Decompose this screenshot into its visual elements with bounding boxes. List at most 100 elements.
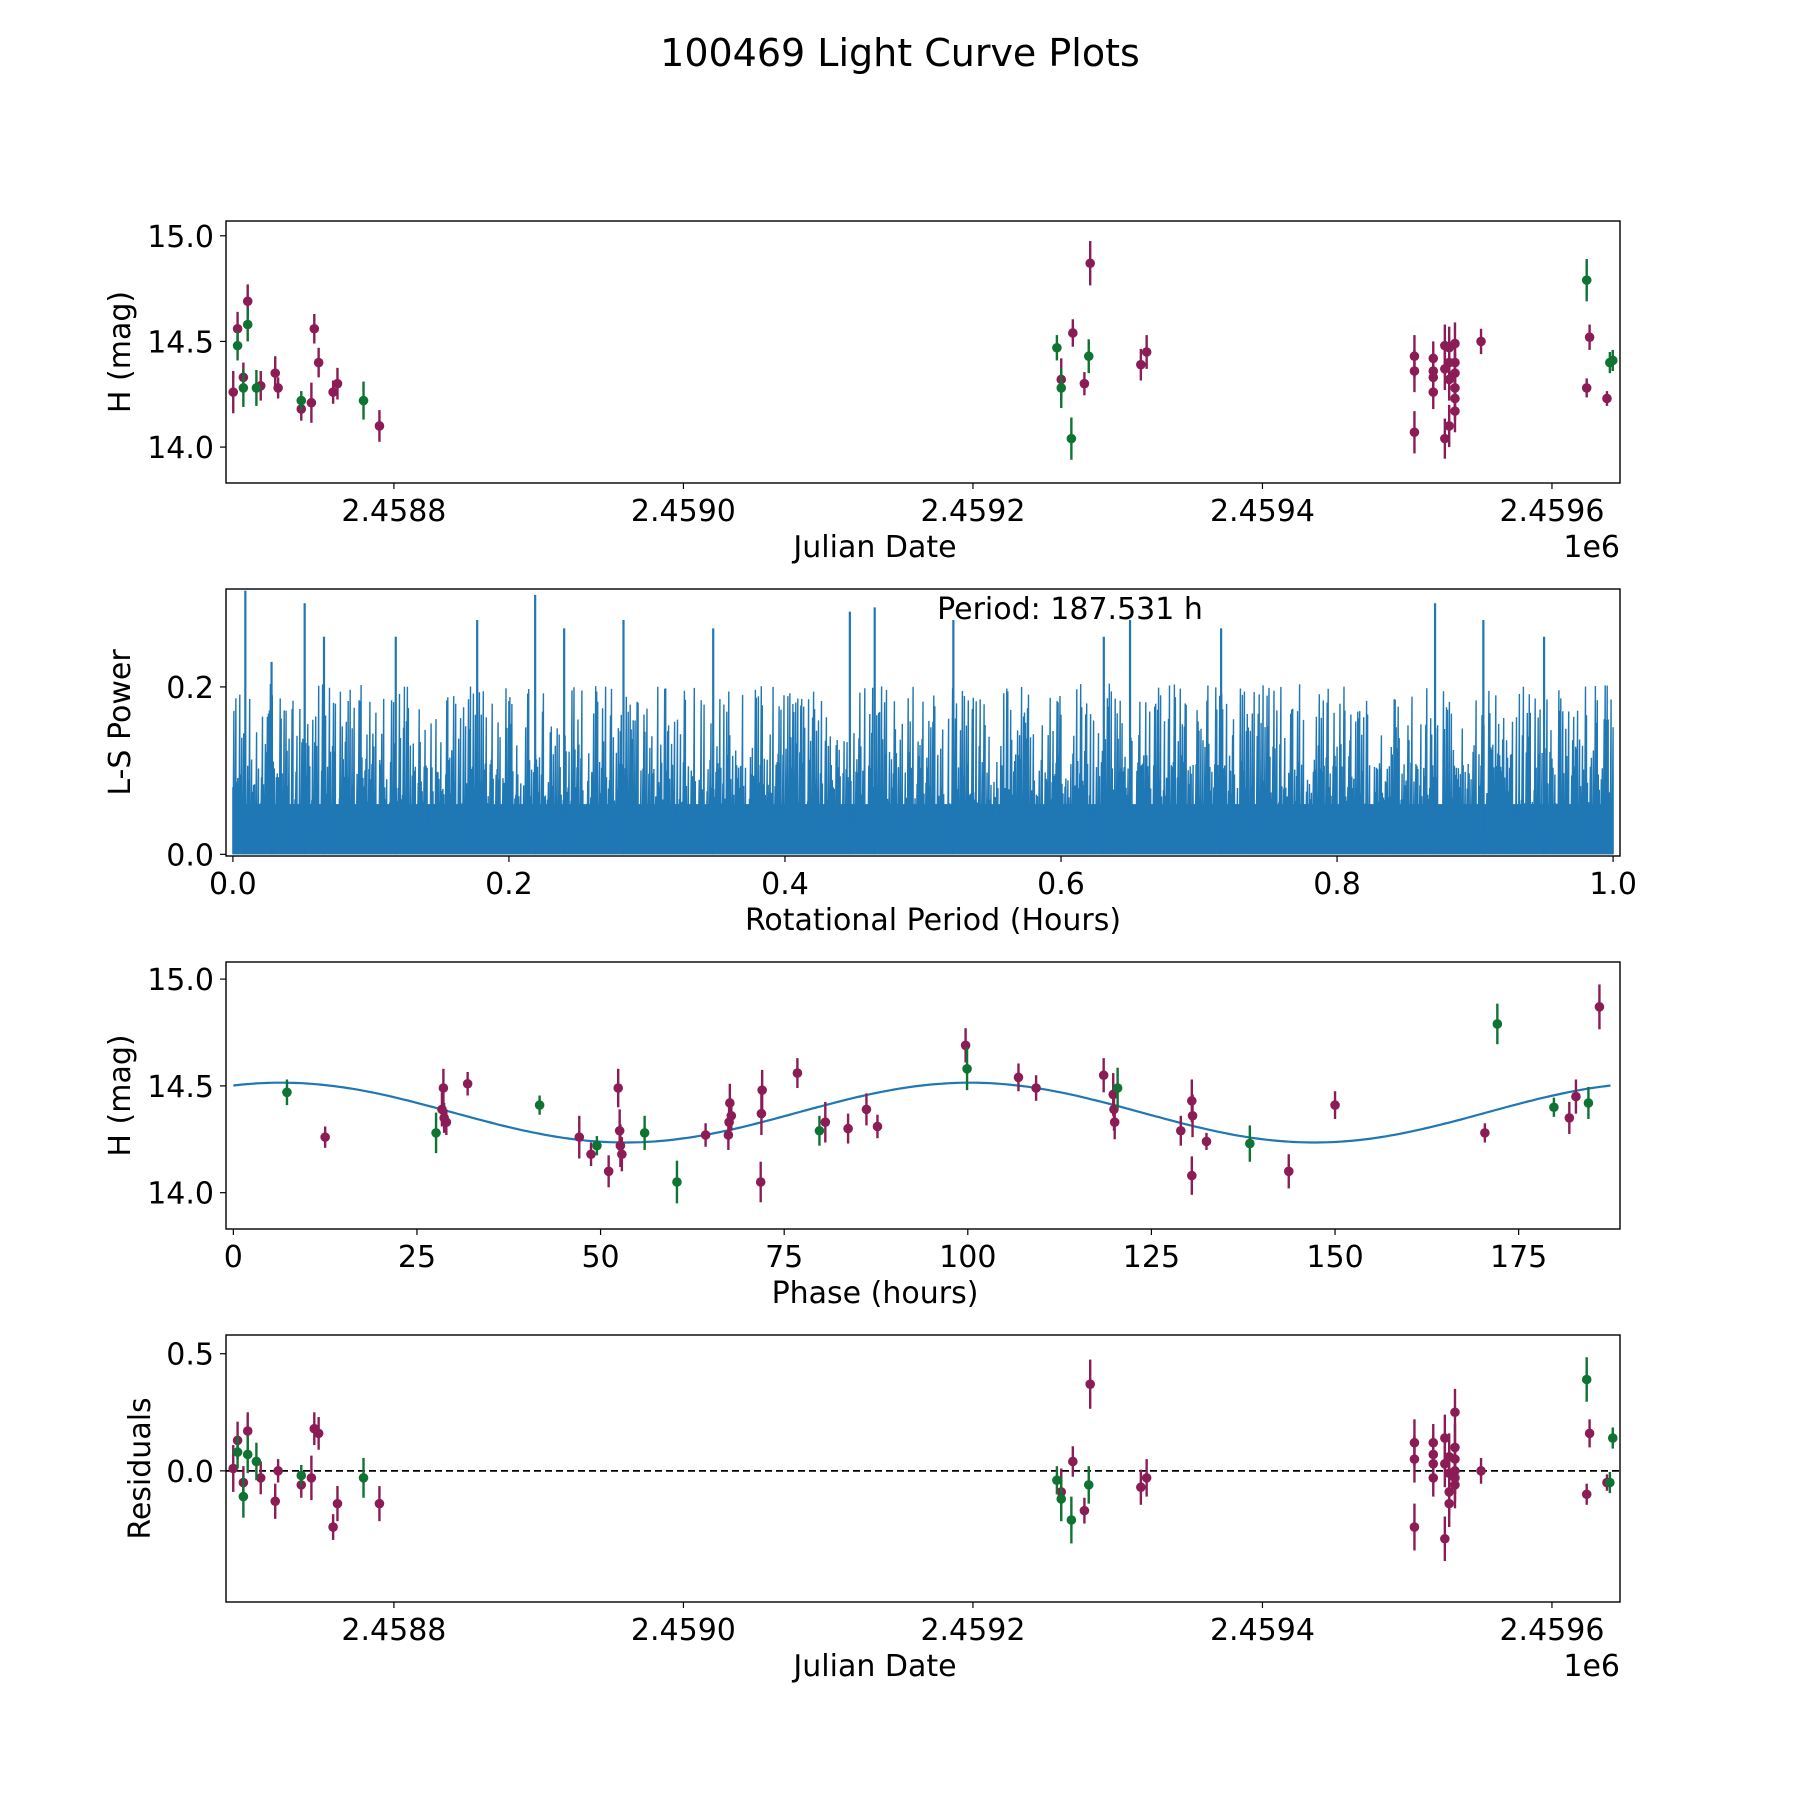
- x-tick-label: 2.4594: [1210, 1613, 1315, 1648]
- data-point: [232, 330, 243, 361]
- data-point: [1085, 241, 1095, 286]
- data-point: [1013, 1063, 1024, 1092]
- data-point: [962, 1047, 972, 1091]
- x-axis-label: Phase (hours): [772, 1276, 979, 1311]
- marker: [306, 397, 317, 408]
- data-point: [1083, 339, 1094, 374]
- x-tick-label: 2.4590: [631, 494, 736, 529]
- data-point: [462, 1072, 473, 1096]
- marker: [1283, 1166, 1294, 1177]
- x-tick-label: 2.4592: [920, 1613, 1025, 1648]
- data-point: [1409, 1435, 1420, 1483]
- marker: [1409, 1454, 1420, 1464]
- x-tick-label: 2.4596: [1499, 1613, 1604, 1648]
- marker: [1450, 406, 1460, 416]
- marker: [1175, 1125, 1186, 1136]
- x-tick-label: 125: [1123, 1240, 1180, 1275]
- marker: [328, 1522, 338, 1532]
- x-tick-label: 0.2: [485, 867, 533, 902]
- marker: [1141, 347, 1152, 357]
- data-point: [1602, 391, 1612, 406]
- x-tick-label: 0.0: [209, 867, 257, 902]
- x-tick-label: 2.4594: [1210, 494, 1315, 529]
- marker: [574, 1132, 585, 1142]
- marker: [306, 1473, 317, 1483]
- data-point: [238, 1475, 249, 1518]
- data-point: [1583, 1086, 1594, 1119]
- marker: [1201, 1136, 1212, 1147]
- data-point: [1330, 1091, 1340, 1119]
- x-tick-label: 75: [765, 1240, 803, 1275]
- data-point: [534, 1095, 545, 1115]
- marker: [273, 383, 283, 393]
- marker: [1607, 1433, 1618, 1443]
- data-point: [309, 313, 320, 344]
- data-point: [1175, 1115, 1186, 1146]
- marker: [615, 1140, 626, 1151]
- data-point: [592, 1136, 602, 1156]
- data-point: [1052, 1466, 1062, 1495]
- marker: [960, 1040, 971, 1051]
- data-point: [1581, 1483, 1592, 1505]
- marker: [613, 1083, 624, 1093]
- data-point: [255, 1461, 266, 1495]
- x-offset-label: 1e6: [1563, 1649, 1620, 1684]
- data-point: [814, 1115, 825, 1146]
- data-point: [374, 1486, 385, 1522]
- x-tick-label: 2.4588: [341, 494, 446, 529]
- data-point: [270, 1483, 281, 1519]
- x-tick-label: 2.4596: [1499, 494, 1604, 529]
- marker: [1031, 1083, 1041, 1093]
- data-point: [238, 368, 249, 407]
- x-tick-label: 2.4592: [920, 494, 1025, 529]
- axes-frame: [225, 588, 1621, 857]
- marker: [1068, 328, 1078, 338]
- data-point: [1607, 1427, 1618, 1449]
- marker: [1085, 258, 1095, 269]
- data-point: [306, 1455, 317, 1501]
- data-point: [1440, 1516, 1450, 1562]
- marker: [238, 1491, 249, 1502]
- data-point: [1584, 324, 1595, 350]
- marker: [1564, 1113, 1575, 1123]
- data-point: [1068, 1446, 1078, 1477]
- marker: [1409, 427, 1420, 438]
- data-point: [1450, 390, 1460, 433]
- marker: [1056, 1494, 1067, 1504]
- data-point: [358, 381, 369, 420]
- data-point: [328, 1514, 338, 1540]
- marker: [700, 1130, 711, 1140]
- data-point: [1549, 1097, 1559, 1117]
- marker: [814, 1125, 825, 1136]
- data-point: [228, 371, 239, 414]
- marker: [1068, 1456, 1078, 1467]
- marker: [1581, 383, 1592, 393]
- marker: [273, 1466, 283, 1476]
- marker: [251, 383, 262, 393]
- y-tick-label: 14.0: [147, 1177, 214, 1212]
- data-point: [672, 1160, 682, 1204]
- data-point: [1245, 1125, 1255, 1162]
- data-point: [1607, 349, 1618, 372]
- data-point: [441, 1109, 452, 1136]
- data-point: [1109, 1105, 1120, 1140]
- data-point: [1476, 328, 1486, 355]
- data-point: [1444, 1480, 1454, 1528]
- data-point: [1201, 1132, 1212, 1150]
- marker: [672, 1177, 682, 1187]
- data-point: [1571, 1079, 1581, 1114]
- data-point: [1283, 1154, 1294, 1189]
- marker: [1066, 1515, 1077, 1525]
- data-point: [820, 1101, 831, 1143]
- lightcurve-panel: 2.4588 2.4590 2.4592 2.4594 2.4596 14.0 14.5 15…: [103, 220, 1621, 565]
- marker: [1602, 393, 1612, 404]
- data-point: [332, 1486, 343, 1522]
- marker: [251, 1456, 262, 1467]
- marker: [586, 1149, 596, 1160]
- marker: [1136, 1482, 1146, 1493]
- marker: [1581, 1489, 1592, 1500]
- x-axis-label: Julian Date: [791, 1649, 956, 1684]
- data-point: [1079, 372, 1090, 396]
- marker: [755, 1177, 766, 1187]
- marker: [438, 1083, 449, 1093]
